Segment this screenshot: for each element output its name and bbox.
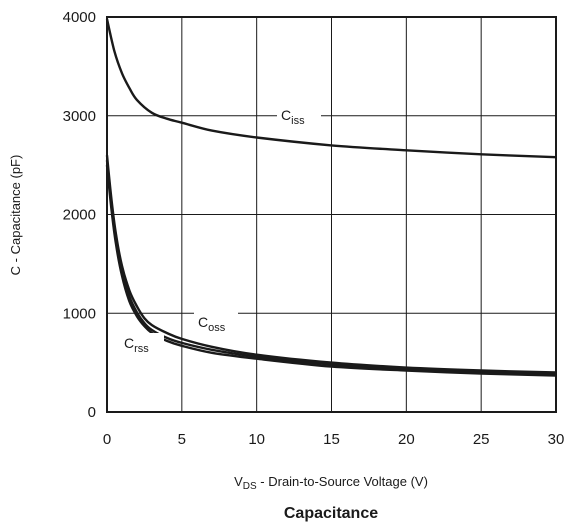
x-tick-label: 30 (548, 431, 565, 448)
x-axis-title-sub: DS (243, 481, 257, 492)
x-tick-label: 15 (323, 431, 340, 448)
x-tick-label: 25 (473, 431, 490, 448)
curve-labels: Ciss Coss Crss (120, 105, 321, 355)
x-tick-label: 10 (248, 431, 265, 448)
x-axis-title-main: V (234, 474, 243, 489)
y-tick-label: 4000 (63, 9, 96, 26)
x-axis-title-rest: - Drain-to-Source Voltage (V) (257, 474, 428, 489)
chart-title: Capacitance (284, 505, 378, 522)
x-tick-label: 5 (178, 431, 186, 448)
coss-label-bg (194, 312, 238, 334)
crss-label-bg (120, 333, 164, 355)
y-tick-label: 3000 (63, 108, 96, 125)
x-tick-labels: 0 5 10 15 20 25 30 (103, 431, 565, 448)
y-axis-title: C - Capacitance (pF) (8, 155, 23, 276)
crss-label: Crss (124, 335, 149, 355)
y-tick-label: 1000 (63, 305, 96, 322)
plot-frame (106, 16, 557, 413)
coss-label: Coss (198, 314, 226, 334)
grid (107, 17, 556, 412)
ciss-curve (105, 18, 557, 159)
ciss-label: Ciss (281, 107, 305, 127)
ciss-label-bg (277, 105, 321, 127)
y-tick-labels: 0 1000 2000 3000 4000 (63, 9, 96, 421)
y-tick-label: 2000 (63, 207, 96, 224)
y-tick-label: 0 (88, 404, 96, 421)
x-tick-label: 0 (103, 431, 111, 448)
x-tick-label: 20 (398, 431, 415, 448)
x-axis-title: VDS - Drain-to-Source Voltage (V) (234, 474, 428, 492)
